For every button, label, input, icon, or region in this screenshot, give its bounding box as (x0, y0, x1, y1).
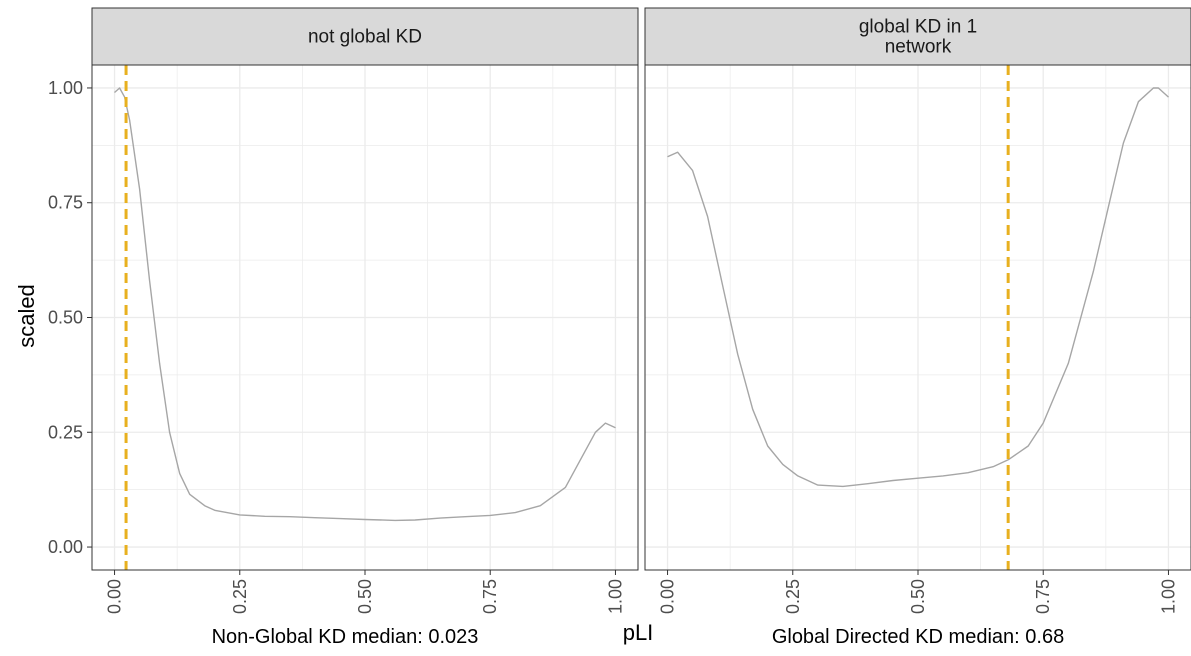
density-line (114, 87, 616, 522)
y-tick-label: 0.75 (48, 193, 83, 213)
facet-strip (644, 7, 1191, 66)
facet-panels: not global KD 0.00 0.25 0.50 0.75 1.00 0.00 0.2… (48, 7, 1191, 648)
x-tick-label: 0.75 (480, 579, 500, 614)
y-axis-title: scaled (14, 284, 39, 348)
x-tick-label: 0.00 (105, 579, 125, 614)
x-tick-label: 1.00 (1158, 579, 1178, 614)
facet-strip-title: not global KD (308, 27, 422, 48)
y-tick-label: 0.25 (48, 422, 83, 442)
facet-panel-1: not global KD 0.00 0.25 0.50 0.75 1.00 0.00 0.2… (48, 7, 639, 648)
facet-strip (91, 7, 639, 66)
facet-strip-title: global KD in 1 (859, 17, 977, 38)
median-annotation: Non-Global KD median: 0.023 (212, 626, 479, 648)
x-tick-label: 1.00 (605, 579, 625, 614)
x-tick-label: 0.50 (908, 579, 928, 614)
density-line (667, 87, 1169, 488)
x-axis-title: pLI (623, 620, 654, 645)
y-tick-label: 0.00 (48, 537, 83, 557)
x-tick-label: 0.00 (658, 579, 678, 614)
x-tick-label: 0.25 (783, 579, 803, 614)
x-tick-label: 0.50 (355, 579, 375, 614)
x-tick-label: 0.75 (1033, 579, 1053, 614)
y-tick-label: 1.00 (48, 78, 83, 98)
y-tick-label: 0.50 (48, 308, 83, 328)
x-tick-label: 0.25 (230, 579, 250, 614)
facet-strip-title: network (885, 37, 952, 58)
median-annotation: Global Directed KD median: 0.68 (772, 626, 1064, 648)
